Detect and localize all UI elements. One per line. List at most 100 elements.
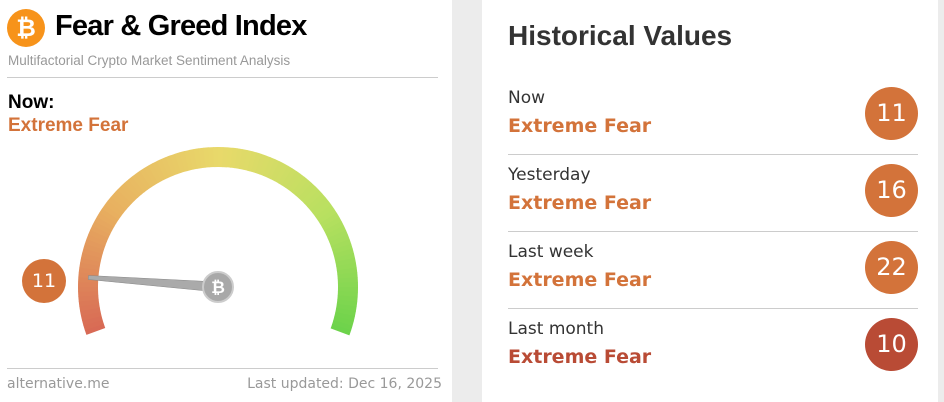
gauge-arc-segment [193, 148, 202, 169]
gauge-arc-segment [255, 153, 267, 175]
historical-title: Historical Values [508, 20, 733, 51]
gauge-arc-segment [78, 299, 100, 307]
gauge-arc-segment [230, 147, 238, 169]
gauge-arc-segment [251, 152, 262, 174]
gauge-arc-segment [135, 170, 152, 190]
gauge-arc-segment [78, 267, 100, 275]
gauge-arc-segment [94, 216, 115, 231]
gauge-arc-segment [161, 157, 174, 178]
history-classification: Extreme Fear [508, 192, 652, 214]
gauge-arc-segment [88, 229, 109, 243]
gauge-arc-segment [336, 267, 358, 275]
bitcoin-icon: ₿ [211, 278, 225, 298]
divider [7, 368, 438, 369]
gauge-arc-segment [104, 200, 124, 217]
source-link[interactable]: alternative.me [7, 376, 110, 392]
gauge-arc-segment [81, 252, 102, 263]
gauge-arc-segment [120, 182, 139, 201]
gauge-arc-segment [90, 225, 111, 239]
gauge-value-badge: 11 [22, 259, 66, 303]
gauge-arc-segment [277, 165, 293, 186]
gauge-arc-segment [295, 179, 313, 199]
gauge-arc-segment [84, 238, 106, 250]
gauge-arc-segment [336, 303, 357, 312]
gauge-arc-segment [242, 150, 253, 171]
gauge-arc-segment [330, 239, 352, 251]
gauge-hub [202, 271, 234, 303]
gauge-arc-segment [246, 151, 258, 172]
gauge-arc-segment [79, 262, 100, 271]
gauge-arc-segment [307, 193, 326, 211]
gauge-arc-segment [298, 182, 316, 202]
gauge-arc-segment [325, 225, 347, 239]
gauge-arc-segment [152, 160, 166, 182]
page-subtitle: Multifactorial Crypto Market Sentiment A… [8, 53, 291, 68]
gauge-arc-segment [110, 192, 130, 210]
gauge: ₿ [78, 147, 358, 336]
gauge-arc-segment [323, 221, 345, 235]
gauge-arc-segment [131, 173, 148, 193]
gauge-arc-segment [331, 320, 353, 331]
now-label: Now: [8, 92, 55, 113]
gauge-arc-segment [99, 208, 119, 224]
gauge-arc-segment [285, 170, 301, 191]
gauge-arc-segment [330, 324, 352, 336]
history-value-badge: 16 [865, 164, 918, 217]
gauge-arc-segment [332, 243, 353, 255]
gauge-arc-segment [139, 168, 155, 188]
gauge-arc-segment [266, 159, 280, 180]
last-updated: Last updated: Dec 16, 2025 [247, 376, 442, 392]
history-label: Last week [508, 242, 594, 262]
gauge-arc-segment [79, 303, 100, 312]
gauge-arc-segment [179, 151, 190, 172]
gauge-arc-segment [329, 234, 350, 247]
gauge-arc-segment [96, 212, 117, 228]
gauge-arc-segment [301, 186, 320, 204]
gauge-arc-segment [319, 212, 340, 228]
gauge-arc-segment [321, 216, 342, 232]
gauge-needle [87, 275, 219, 293]
gauge-arc-segment [170, 153, 182, 175]
divider [7, 77, 438, 78]
bitcoin-icon: ₿ [7, 9, 45, 47]
gauge-arc-segment [333, 248, 354, 259]
gauge-arc-segment [101, 204, 122, 220]
gauge-arc-segment [317, 208, 337, 224]
history-row: Now Extreme Fear 11 [508, 78, 918, 155]
gauge-arc-segment [86, 234, 107, 246]
divider [508, 231, 918, 232]
gauge-arc-segment [80, 307, 101, 317]
gauge-arc-segment [80, 257, 101, 267]
gauge-arc-segment [156, 158, 170, 180]
history-label: Now [508, 88, 546, 108]
gauge-arc-segment [315, 204, 335, 221]
gauge-arc-segment [291, 176, 309, 196]
history-classification: Extreme Fear [508, 269, 652, 291]
divider [508, 154, 918, 155]
page-title: Fear & Greed Index [55, 10, 307, 42]
gauge-arc-segment [148, 163, 163, 184]
history-classification: Extreme Fear [508, 346, 652, 368]
historical-values-panel: Historical Values Now Extreme Fear 11 Ye… [482, 0, 938, 402]
gauge-arc-segment [334, 311, 355, 322]
gauge-arc-segment [288, 173, 305, 193]
gauge-arc-segment [234, 148, 243, 169]
gauge-arc-segment [238, 149, 248, 170]
gauge-arc-segment [188, 149, 198, 170]
history-row: Last month Extreme Fear 10 [508, 309, 918, 386]
gauge-arc-segment [336, 299, 358, 307]
gauge-arc-segment [259, 155, 271, 176]
gauge-arc-segment [165, 155, 178, 176]
gauge-arc-segment [336, 262, 357, 271]
gauge-arc-segment [84, 323, 106, 335]
gauge-arc-segment [82, 315, 103, 326]
gauge-arc-segment [80, 311, 102, 321]
gauge-arc-segment [83, 243, 105, 254]
history-row: Last week Extreme Fear 22 [508, 232, 918, 309]
gauge-arc-segment [128, 176, 145, 196]
gauge-arc-segment [262, 157, 276, 178]
gauge-arc-segment [312, 200, 332, 217]
history-row: Yesterday Extreme Fear 16 [508, 155, 918, 232]
gauge-arc-segment [281, 168, 297, 188]
gauge-arc-segment [184, 149, 194, 171]
